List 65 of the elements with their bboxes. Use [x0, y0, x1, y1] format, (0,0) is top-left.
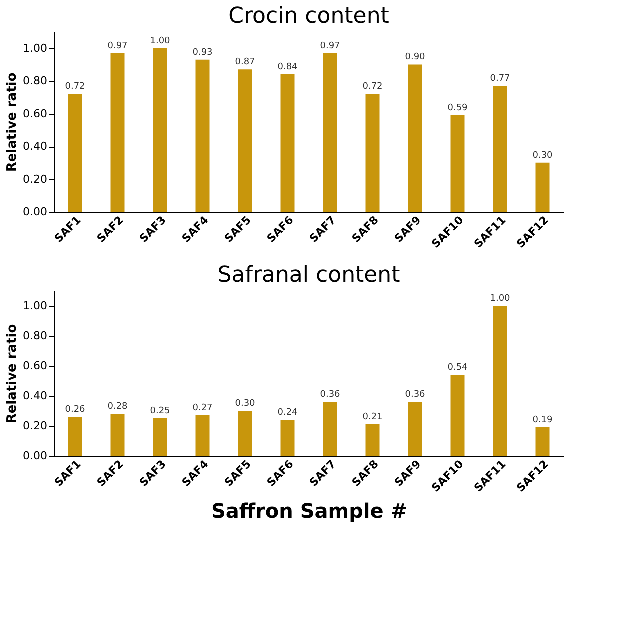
bar	[450, 115, 465, 212]
y-tick-label: 0.60	[23, 107, 48, 120]
chart-title: Safranal content	[218, 263, 401, 288]
bar	[280, 420, 295, 456]
y-tick-label: 0.80	[23, 74, 48, 88]
bar	[366, 94, 380, 212]
data-label: 0.36	[320, 390, 341, 400]
bar	[196, 60, 210, 212]
y-axis-title: Relative ratio	[5, 324, 20, 424]
bar	[450, 375, 465, 456]
bar	[408, 402, 422, 456]
bar	[196, 416, 210, 456]
data-label: 0.97	[108, 41, 128, 52]
data-label: 0.30	[532, 150, 554, 161]
data-label: 0.93	[192, 48, 213, 58]
data-label: 0.30	[235, 399, 256, 409]
y-tick-label: 0.00	[23, 450, 48, 462]
bar	[68, 417, 82, 456]
data-label: 0.97	[320, 41, 340, 52]
data-label: 0.19	[532, 416, 554, 426]
bar	[408, 64, 422, 212]
data-label: 0.28	[108, 402, 128, 412]
bar	[238, 411, 252, 456]
data-label: 0.59	[448, 103, 468, 114]
data-label: 0.26	[65, 405, 86, 415]
data-label: 0.84	[278, 62, 298, 73]
bar	[366, 424, 380, 456]
bar	[493, 86, 508, 212]
bar	[323, 53, 338, 212]
y-axis-title: Relative ratio	[5, 72, 20, 172]
bar	[238, 70, 252, 212]
bar	[536, 428, 550, 456]
bar	[153, 48, 168, 212]
y-tick-label: 0.00	[23, 206, 48, 218]
data-label: 0.27	[192, 404, 213, 414]
data-label: 0.54	[448, 363, 468, 373]
bar	[323, 402, 338, 456]
data-label: 0.72	[65, 82, 86, 92]
y-tick-label: 0.40	[23, 140, 48, 154]
bar	[110, 53, 125, 212]
data-label: 0.77	[490, 74, 510, 84]
bar	[110, 414, 125, 456]
data-label: 0.72	[362, 82, 383, 92]
data-label: 1.00	[490, 294, 511, 304]
bar	[280, 74, 295, 212]
data-label: 0.90	[405, 52, 426, 63]
chart-title: Crocin content	[228, 4, 390, 29]
y-tick-label: 0.80	[23, 330, 48, 342]
y-tick-label: 0.20	[23, 172, 48, 186]
data-label: 0.87	[235, 58, 256, 68]
bar	[153, 418, 168, 456]
data-label: 0.25	[150, 406, 170, 416]
y-tick-label: 1.00	[23, 42, 48, 55]
y-tick-label: 0.60	[23, 360, 48, 372]
data-label: 0.36	[405, 390, 426, 400]
y-tick-label: 0.20	[23, 420, 48, 432]
bar	[68, 94, 82, 212]
data-label: 1.00	[150, 36, 171, 46]
y-tick-label: 1.00	[23, 300, 48, 312]
y-tick-label: 0.40	[23, 390, 48, 402]
bar	[493, 306, 508, 456]
x-axis-title: Saffron Sample #	[211, 499, 408, 524]
data-label: 0.21	[362, 412, 383, 422]
bar	[536, 162, 550, 212]
data-label: 0.24	[278, 408, 298, 418]
